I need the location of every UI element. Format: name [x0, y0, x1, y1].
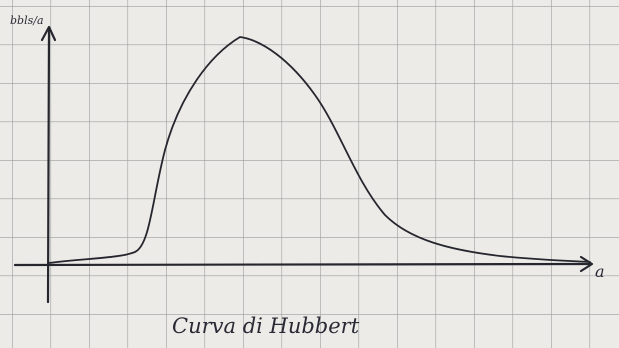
x-axis-label: a — [595, 262, 605, 281]
y-axis-label: bbls/a — [10, 14, 44, 27]
x-axis — [15, 264, 590, 265]
page: bbls/a a Curva di Hubbert (() => { const… — [0, 0, 619, 348]
y-axis — [48, 28, 49, 302]
caption: Curva di Hubbert — [172, 314, 360, 338]
sketch: bbls/a a Curva di Hubbert — [0, 0, 619, 348]
grid — [0, 0, 619, 348]
